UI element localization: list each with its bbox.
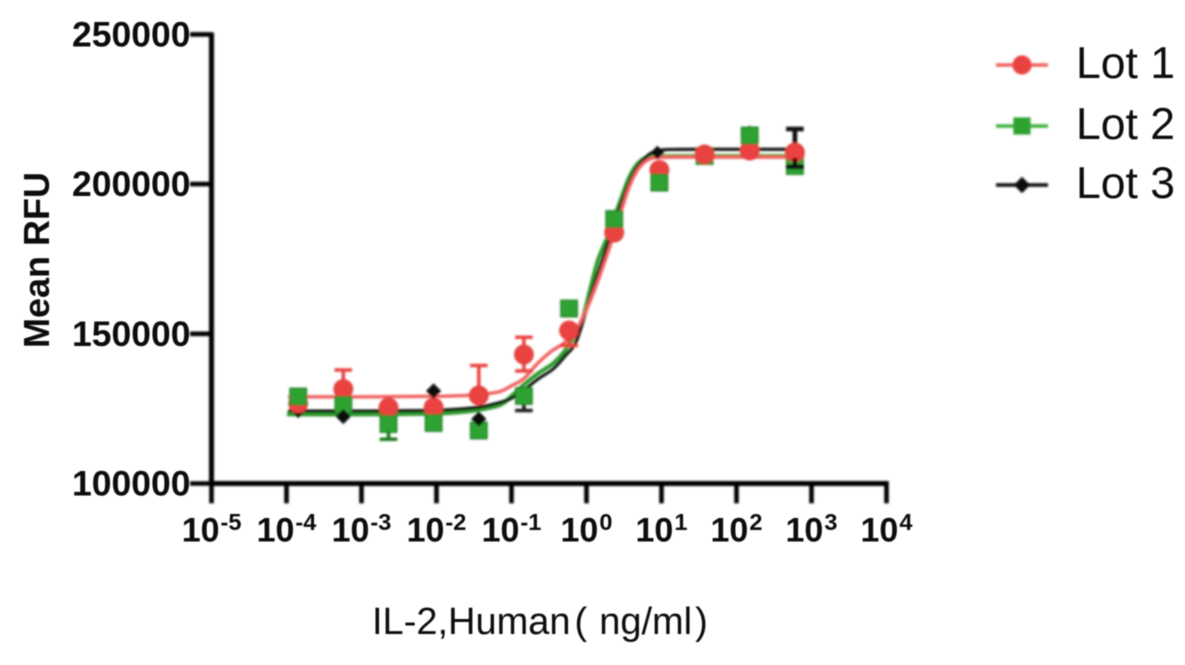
- svg-text:150000: 150000: [72, 314, 190, 354]
- svg-text:Mean RFU: Mean RFU: [16, 172, 57, 348]
- svg-text:10-4: 10-4: [257, 509, 317, 550]
- svg-text:Lot 1: Lot 1: [1076, 39, 1175, 88]
- svg-text:200000: 200000: [72, 164, 190, 204]
- svg-text:10-5: 10-5: [182, 509, 242, 550]
- svg-text:IL-2,Human(ng/ml): IL-2,Human(ng/ml): [372, 601, 708, 643]
- svg-text:Lot 3: Lot 3: [1076, 159, 1175, 208]
- svg-text:100000: 100000: [72, 464, 190, 504]
- svg-text:Lot 2: Lot 2: [1076, 100, 1175, 149]
- svg-text:250000: 250000: [72, 14, 190, 54]
